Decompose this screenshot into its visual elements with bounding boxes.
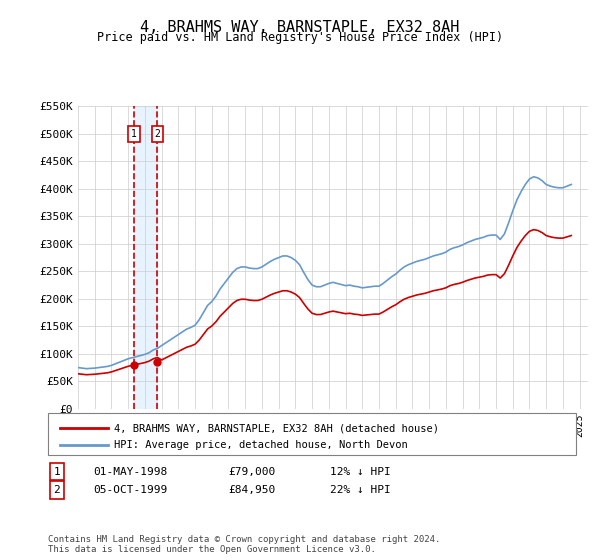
Text: 2: 2 (154, 129, 160, 139)
Text: £84,950: £84,950 (228, 485, 275, 495)
Text: 1: 1 (131, 129, 137, 139)
Text: 22% ↓ HPI: 22% ↓ HPI (330, 485, 391, 495)
Text: 05-OCT-1999: 05-OCT-1999 (93, 485, 167, 495)
Text: 4, BRAHMS WAY, BARNSTAPLE, EX32 8AH: 4, BRAHMS WAY, BARNSTAPLE, EX32 8AH (140, 20, 460, 35)
Bar (134, 106, 157, 409)
Text: 2: 2 (53, 485, 61, 495)
Text: 1: 1 (53, 466, 61, 477)
Text: Contains HM Land Registry data © Crown copyright and database right 2024.
This d: Contains HM Land Registry data © Crown c… (48, 535, 440, 554)
Text: £79,000: £79,000 (228, 466, 275, 477)
Text: 4, BRAHMS WAY, BARNSTAPLE, EX32 8AH (detached house): 4, BRAHMS WAY, BARNSTAPLE, EX32 8AH (det… (114, 423, 439, 433)
Text: Price paid vs. HM Land Registry's House Price Index (HPI): Price paid vs. HM Land Registry's House … (97, 31, 503, 44)
Text: 12% ↓ HPI: 12% ↓ HPI (330, 466, 391, 477)
Text: HPI: Average price, detached house, North Devon: HPI: Average price, detached house, Nort… (114, 440, 408, 450)
Text: 01-MAY-1998: 01-MAY-1998 (93, 466, 167, 477)
